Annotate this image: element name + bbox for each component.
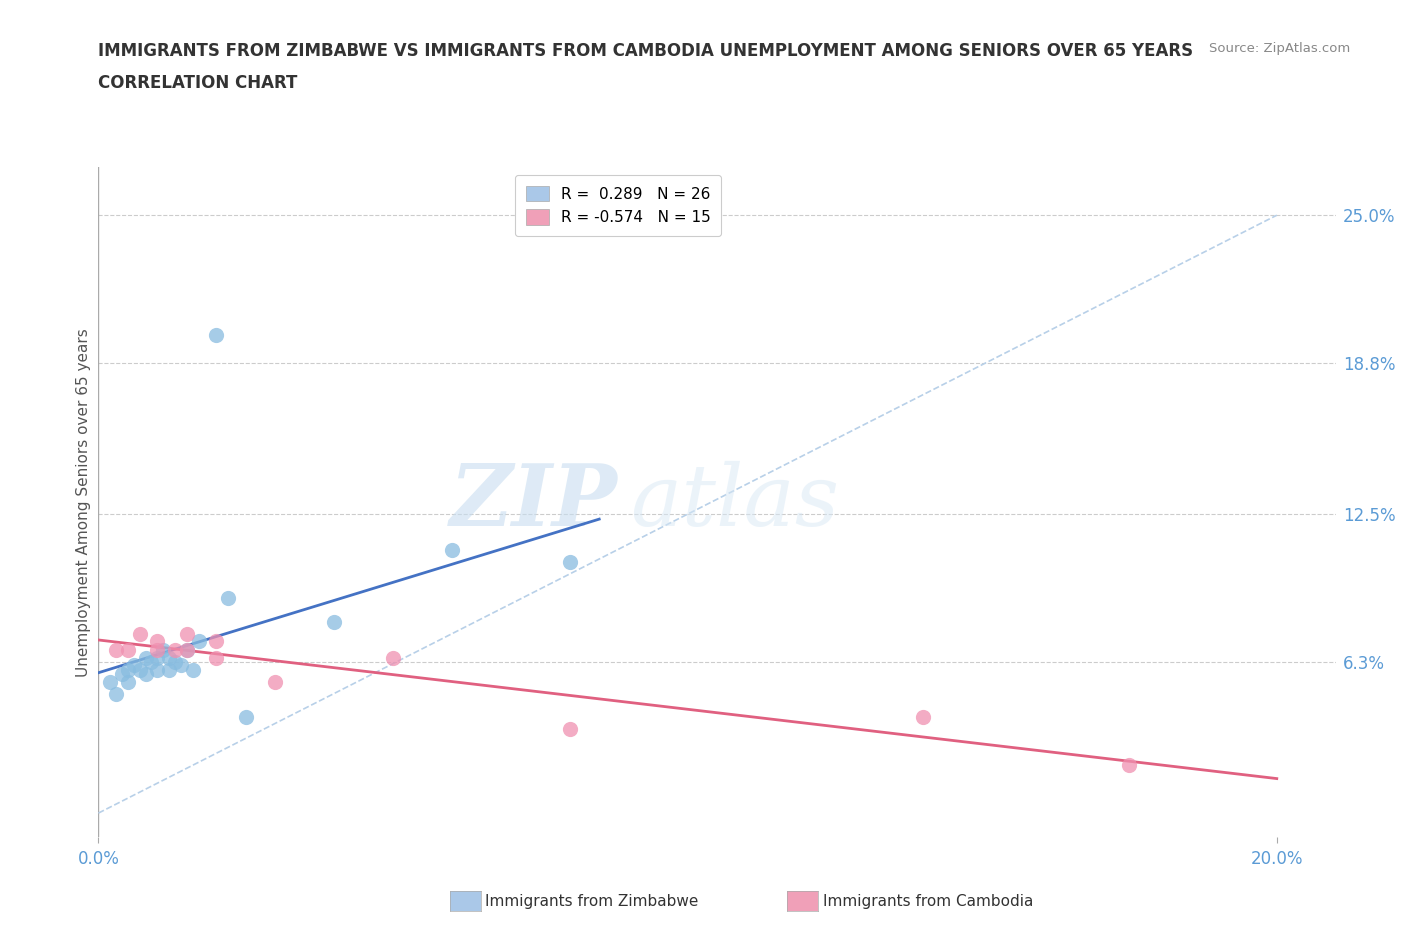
Text: atlas: atlas [630,461,839,543]
Point [264,674,287,689]
Point [146,650,169,665]
Point [176,626,198,641]
Point [187,633,209,648]
Point [176,643,198,658]
Point [152,643,174,658]
Point [117,662,139,677]
Point [558,722,581,737]
Point [163,643,186,658]
Point [205,327,228,342]
Point [170,658,193,672]
Point [163,655,186,670]
Point [128,626,150,641]
Point [440,542,463,557]
Point [1118,758,1140,773]
Point [111,667,134,682]
Point [382,650,405,665]
Point [117,643,139,658]
Point [146,643,169,658]
Y-axis label: Unemployment Among Seniors over 65 years: Unemployment Among Seniors over 65 years [76,328,91,677]
Point [98,674,121,689]
Point [146,633,169,648]
Text: IMMIGRANTS FROM ZIMBABWE VS IMMIGRANTS FROM CAMBODIA UNEMPLOYMENT AMONG SENIORS : IMMIGRANTS FROM ZIMBABWE VS IMMIGRANTS F… [98,42,1194,60]
Point [181,662,204,677]
Point [235,710,257,724]
Point [205,650,228,665]
Point [141,655,163,670]
Point [176,643,198,658]
Point [323,615,346,630]
Text: CORRELATION CHART: CORRELATION CHART [98,74,298,92]
Text: Source: ZipAtlas.com: Source: ZipAtlas.com [1209,42,1350,55]
Point [217,591,239,605]
Legend: R =  0.289   N = 26, R = -0.574   N = 15: R = 0.289 N = 26, R = -0.574 N = 15 [515,175,721,236]
Point [157,650,180,665]
Point [105,643,128,658]
Point [912,710,935,724]
Point [117,674,139,689]
Text: Immigrants from Zimbabwe: Immigrants from Zimbabwe [485,894,699,909]
Point [205,633,228,648]
Text: ZIP: ZIP [450,460,619,544]
Point [558,554,581,569]
Point [105,686,128,701]
Text: Immigrants from Cambodia: Immigrants from Cambodia [823,894,1033,909]
Point [135,667,157,682]
Point [128,662,150,677]
Point [157,662,180,677]
Point [146,662,169,677]
Point [122,658,145,672]
Point [135,650,157,665]
